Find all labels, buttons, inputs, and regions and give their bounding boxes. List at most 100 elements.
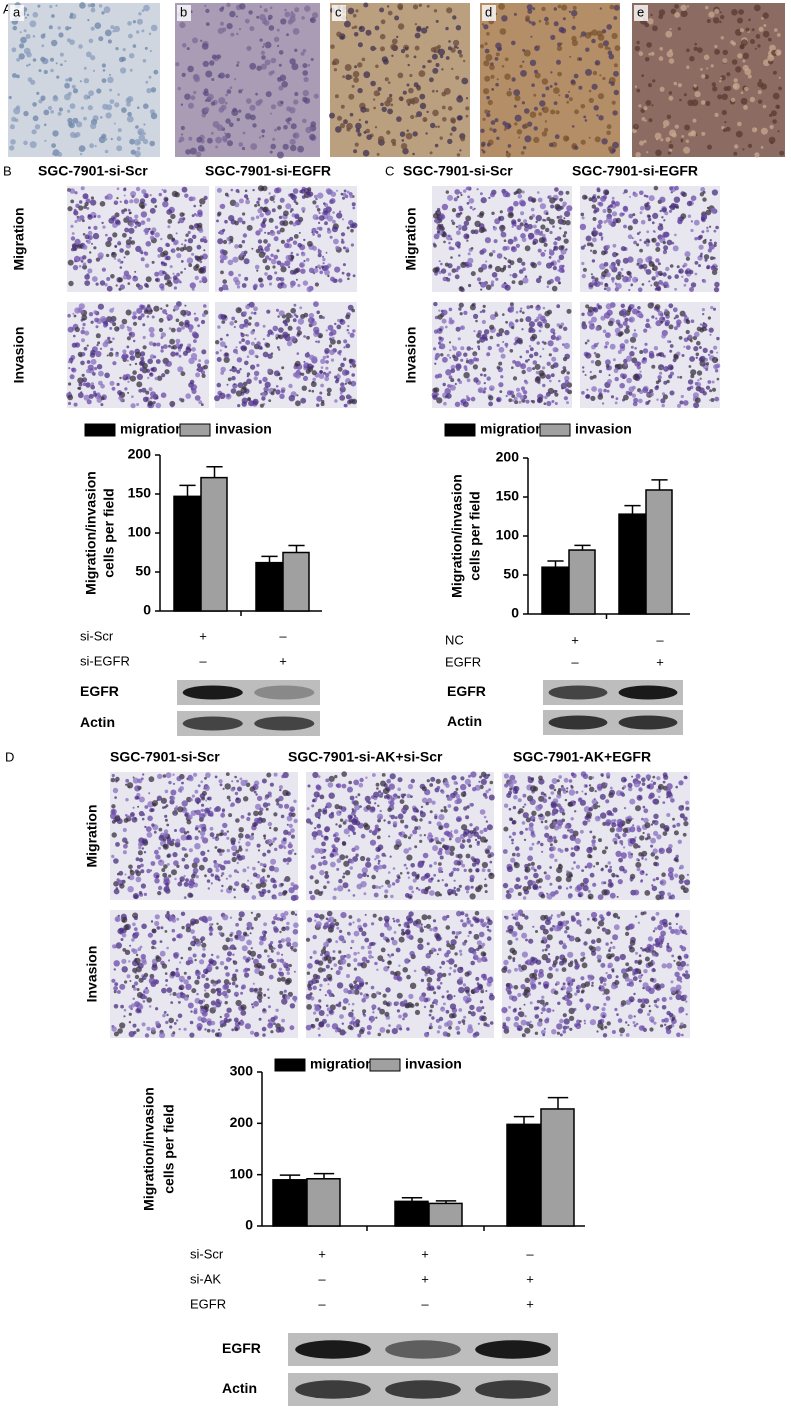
cell — [471, 271, 476, 276]
cell — [457, 242, 461, 246]
cell — [491, 120, 496, 125]
cell — [674, 186, 679, 191]
cell — [520, 211, 524, 215]
cell — [318, 775, 321, 778]
cell — [593, 375, 597, 379]
cell — [413, 879, 417, 883]
cell — [673, 307, 678, 312]
cell — [344, 404, 348, 408]
cell — [350, 113, 354, 117]
cell — [115, 47, 118, 50]
cell — [124, 818, 129, 823]
cell — [628, 234, 633, 239]
cell — [581, 140, 586, 145]
cell — [520, 356, 523, 359]
cell — [639, 51, 644, 56]
cell — [522, 101, 525, 104]
cell — [272, 838, 276, 842]
cell — [110, 381, 115, 386]
cell — [615, 45, 621, 51]
cell — [549, 784, 555, 790]
cell — [204, 5, 206, 7]
cell — [561, 370, 565, 374]
cell — [535, 305, 541, 311]
cell — [237, 61, 240, 64]
cell — [351, 243, 354, 246]
cell — [173, 241, 177, 245]
cell — [550, 843, 553, 846]
cell — [702, 197, 706, 201]
cell — [420, 810, 423, 813]
cell — [643, 329, 647, 333]
cell — [740, 28, 744, 32]
cell — [218, 879, 221, 882]
cell — [451, 119, 456, 124]
cell — [453, 806, 458, 811]
cell — [89, 251, 91, 253]
cell — [549, 380, 552, 383]
cell — [224, 860, 228, 864]
cell — [635, 46, 640, 51]
cell — [481, 142, 486, 147]
cell — [777, 106, 780, 109]
cell — [225, 74, 230, 79]
cell — [69, 392, 71, 394]
cell — [694, 237, 697, 240]
cell — [107, 237, 112, 242]
cell — [482, 868, 486, 872]
cell — [312, 831, 318, 837]
cell — [389, 94, 392, 97]
cell — [717, 378, 720, 381]
cell — [432, 68, 438, 74]
cell — [498, 216, 501, 219]
cell — [73, 88, 78, 93]
cell — [686, 345, 691, 350]
cell — [10, 124, 15, 129]
cell — [581, 31, 586, 36]
cell — [584, 793, 587, 796]
cell — [481, 197, 487, 203]
cell — [118, 241, 121, 244]
cell — [452, 15, 456, 19]
cell — [283, 144, 289, 150]
cell — [291, 123, 297, 129]
cell — [325, 373, 329, 377]
cell — [277, 77, 282, 82]
cell — [370, 840, 376, 846]
cell — [702, 240, 706, 244]
cell — [258, 811, 263, 816]
cell — [572, 26, 576, 30]
cell — [236, 64, 239, 67]
cell — [217, 325, 220, 328]
cell — [740, 44, 745, 49]
cell — [404, 825, 408, 829]
cell — [594, 281, 600, 287]
panel-label: B — [3, 163, 12, 178]
cell — [651, 365, 655, 369]
cell — [158, 886, 162, 890]
cell — [737, 53, 742, 58]
cell — [207, 138, 213, 144]
cell — [457, 818, 461, 822]
cell — [535, 364, 541, 370]
cell — [500, 210, 503, 213]
cell — [385, 77, 389, 81]
cell — [204, 107, 209, 112]
cell — [756, 34, 761, 39]
cell — [163, 838, 166, 841]
cell — [557, 72, 562, 77]
cell — [541, 7, 545, 11]
cell — [591, 273, 593, 275]
cell — [242, 401, 247, 406]
cell — [663, 241, 666, 244]
cell — [110, 274, 115, 279]
cell — [536, 278, 541, 283]
cell — [375, 26, 380, 31]
cell — [440, 214, 445, 219]
cell — [774, 28, 778, 32]
cell — [237, 404, 240, 407]
cell — [312, 356, 318, 362]
cell — [144, 851, 146, 853]
cell — [150, 208, 156, 214]
cell — [253, 399, 259, 405]
